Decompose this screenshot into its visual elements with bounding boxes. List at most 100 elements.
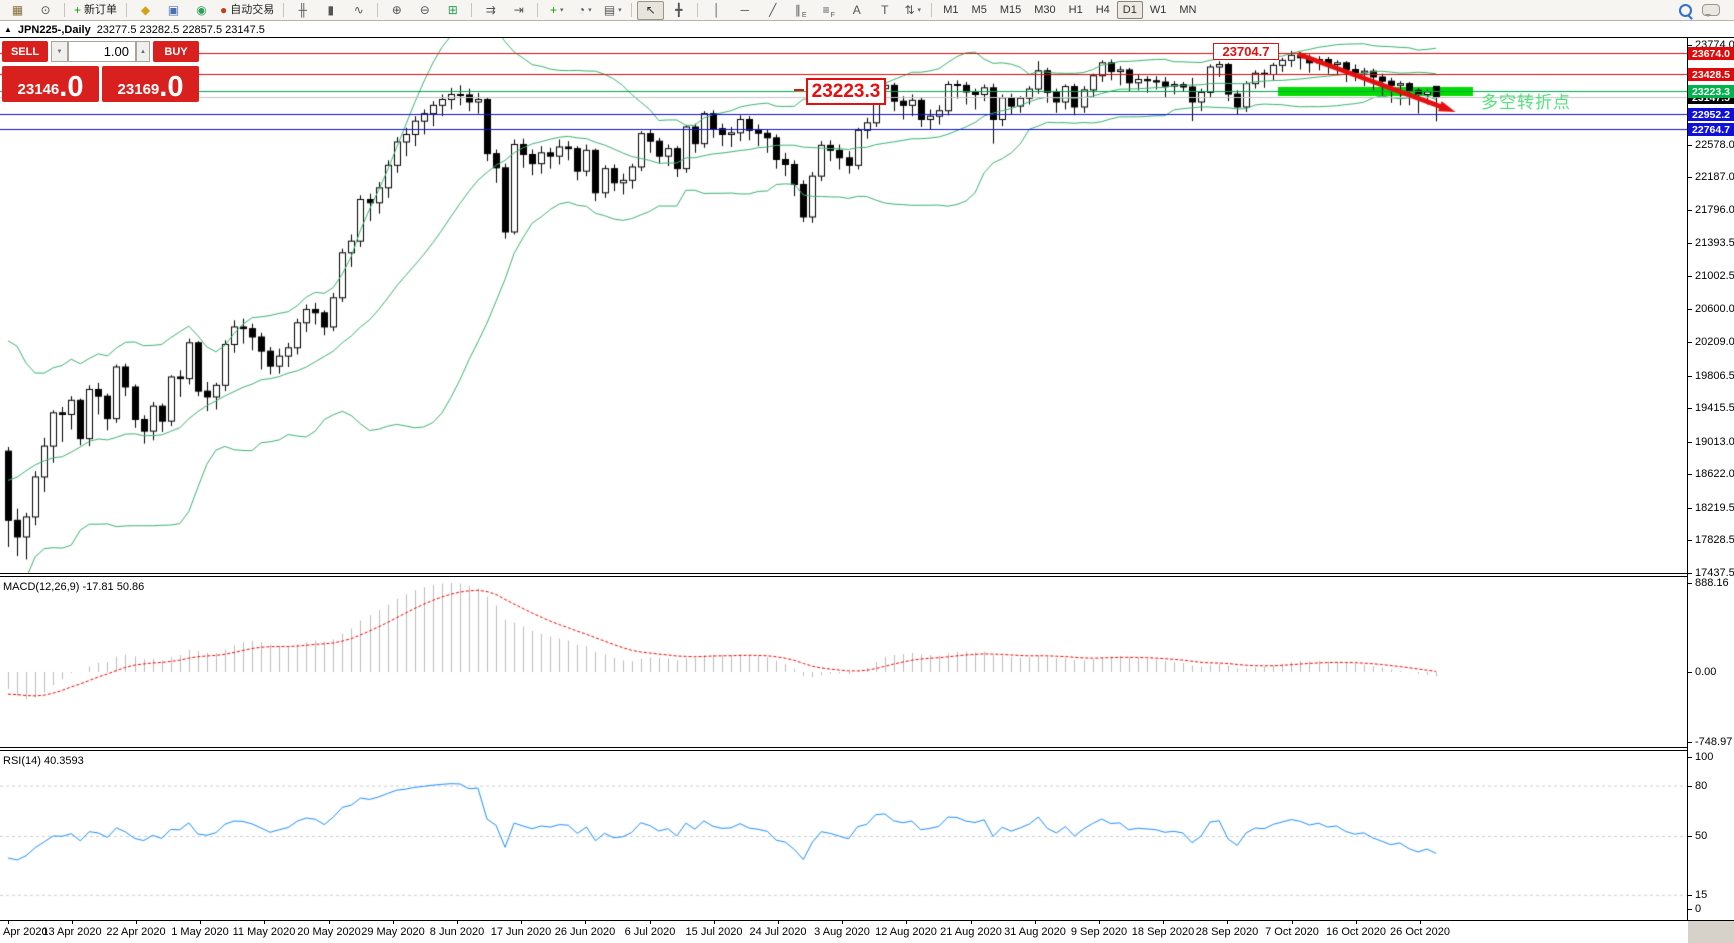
- date-label: 21 Aug 2020: [940, 926, 1002, 938]
- date-tick: [1163, 921, 1164, 924]
- zoom-out-icon: ⊖: [419, 3, 430, 17]
- community-chat-icon[interactable]: [1702, 4, 1720, 17]
- timeframe-mn[interactable]: MN: [1179, 4, 1197, 16]
- line-chart-icon: ∿: [353, 3, 364, 17]
- signals-icon: ◉: [196, 3, 207, 17]
- axis-tick: [1688, 672, 1692, 673]
- date-label: 13 Apr 2020: [42, 926, 102, 938]
- equidistant-channel-button[interactable]: ∥ E: [787, 1, 814, 20]
- rsi-separator[interactable]: [0, 747, 1734, 751]
- vertical-line-button[interactable]: │: [703, 1, 730, 20]
- signals-button[interactable]: ◉: [188, 1, 215, 20]
- toolbar-items: ▦ ⊙ + 新订单 ◆ ▣ ◉ ● 自动交易 ╫ ▮ ∿ ⊕ ⊖ ⊞ ⇉ ⇥ + ▾ ◔ ▾ ▤ ▾ ↖ ╋ │ ─ ╱ ∥ E ≡ F A T ⇅…: [4, 0, 1202, 20]
- new-order-button[interactable]: + 新订单: [70, 1, 121, 20]
- periods-button[interactable]: ◔ ▾: [571, 1, 598, 20]
- macd-label: MACD(12,26,9) -17.81 50.86: [3, 581, 145, 593]
- macd-separator[interactable]: [0, 573, 1734, 577]
- level-callout-tick: [794, 89, 804, 91]
- date-label: 1 May 2020: [171, 926, 229, 938]
- timeframe-m1[interactable]: M1: [943, 4, 959, 16]
- styler-button[interactable]: ◆: [132, 1, 159, 20]
- volume-decrease-button[interactable]: ▼: [51, 41, 68, 62]
- price-axis[interactable]: 23774.023371.522578.022187.021796.021393…: [1688, 38, 1734, 920]
- timeframe-d1[interactable]: D1: [1116, 1, 1143, 19]
- toolbar-separator: [471, 3, 473, 17]
- charts-window-button[interactable]: ▦: [4, 1, 31, 20]
- candlestick-chart-button[interactable]: ▮: [317, 1, 344, 20]
- arrows-list-button[interactable]: ⇅ ▾: [899, 1, 926, 20]
- axis-tick: [1688, 45, 1692, 46]
- templates-button[interactable]: ▤ ▾: [599, 1, 626, 20]
- price-badge: 23674.0: [1688, 47, 1734, 60]
- date-tick: [329, 921, 330, 924]
- axis-tick: [1688, 836, 1692, 837]
- tile-windows-button[interactable]: ⊞: [439, 1, 466, 20]
- line-chart-button[interactable]: ∿: [345, 1, 372, 20]
- chart-shift-button[interactable]: ⇥: [505, 1, 532, 20]
- main-chart-canvas[interactable]: [0, 38, 1688, 573]
- sell-price-main: 23146: [17, 81, 60, 98]
- zoom-in-button[interactable]: ⊕: [383, 1, 410, 20]
- date-tick: [1420, 921, 1421, 924]
- vertical-line-icon: │: [713, 3, 721, 17]
- chart-bottom-border: [0, 920, 1734, 921]
- price-tick-label: 21393.5: [1695, 237, 1734, 249]
- date-label: 29 May 2020: [361, 926, 425, 938]
- timeframe-h4[interactable]: H4: [1095, 4, 1110, 16]
- tick-chart-button[interactable]: ⊙: [32, 1, 59, 20]
- price-tick-label: 21002.5: [1695, 270, 1734, 282]
- timeframe-h1[interactable]: H1: [1068, 4, 1083, 16]
- timeframe-w1[interactable]: W1: [1149, 4, 1167, 16]
- sell-button[interactable]: SELL: [2, 41, 48, 62]
- level-price-callout[interactable]: 23223.3: [806, 78, 886, 105]
- fibonacci-retracement-button[interactable]: ≡ F: [815, 1, 842, 20]
- auto-scroll-button[interactable]: ⇉: [477, 1, 504, 20]
- macd-canvas[interactable]: [0, 578, 1688, 747]
- date-tick: [1356, 921, 1357, 924]
- rsi-canvas[interactable]: [0, 752, 1688, 920]
- bar-chart-button[interactable]: ╫: [289, 1, 316, 20]
- text-button[interactable]: A: [843, 1, 870, 20]
- timeframe-m15[interactable]: M15: [999, 4, 1022, 16]
- toolbar-separator: [64, 3, 65, 17]
- high-price-callout[interactable]: 23704.7: [1213, 43, 1279, 60]
- date-tick: [1035, 921, 1036, 924]
- rsi-label: RSI(14) 40.3593: [3, 755, 84, 767]
- buy-price[interactable]: 23169 .0: [102, 66, 199, 102]
- macd-tick-label: -748.97: [1695, 736, 1733, 748]
- date-axis[interactable]: Apr 2020 13 Apr 2020 22 Apr 2020 1 May 2020…: [0, 921, 1688, 943]
- date-tick: [72, 921, 73, 924]
- search-icon[interactable]: [1679, 3, 1692, 17]
- buy-button[interactable]: BUY: [153, 41, 199, 62]
- horizontal-line-button[interactable]: ─: [731, 1, 758, 20]
- collapse-icon[interactable]: ▲: [4, 25, 12, 34]
- expert-advisors-button[interactable]: ▣: [160, 1, 187, 20]
- toolbar-separator: [377, 3, 379, 17]
- sell-price[interactable]: 23146 .0: [2, 66, 99, 102]
- date-tick: [457, 921, 458, 924]
- axis-tick: [1688, 145, 1692, 146]
- cursor-button[interactable]: ↖: [637, 0, 665, 20]
- date-label: 18 Sep 2020: [1131, 926, 1195, 938]
- timeframe-m5[interactable]: M5: [971, 4, 987, 16]
- expert-advisors-icon: ▣: [167, 3, 180, 17]
- price-axis-divider: [1687, 38, 1688, 921]
- date-label: 26 Jun 2020: [554, 926, 616, 938]
- zoom-out-button[interactable]: ⊖: [411, 1, 438, 20]
- rsi-tick-label: 0: [1695, 903, 1702, 915]
- volume-increase-button[interactable]: ▲: [136, 41, 150, 62]
- toolbar: ▦ ⊙ + 新订单 ◆ ▣ ◉ ● 自动交易 ╫ ▮ ∿ ⊕ ⊖ ⊞ ⇉ ⇥ + ▾ ◔ ▾ ▤ ▾ ↖ ╋ │ ─ ╱ ∥ E ≡ F A T ⇅…: [0, 0, 1734, 21]
- date-tick: [1227, 921, 1228, 924]
- chevron-down-icon: ▾: [588, 6, 592, 14]
- text-label-button[interactable]: T: [871, 1, 898, 20]
- add-indicator-button[interactable]: + ▾: [543, 1, 570, 20]
- timeframe-m30[interactable]: M30: [1034, 4, 1056, 16]
- trendline-button[interactable]: ╱: [759, 1, 786, 20]
- date-label: 15 Jul 2020: [685, 926, 743, 938]
- axis-tick: [1688, 177, 1692, 178]
- volume-input[interactable]: 1.00: [68, 41, 136, 62]
- chart-shift-icon: ⇥: [513, 3, 524, 17]
- autotrading-button[interactable]: ● 自动交易: [216, 1, 278, 20]
- cursor-icon: ↖: [645, 3, 656, 17]
- crosshair-button[interactable]: ╋: [665, 1, 692, 20]
